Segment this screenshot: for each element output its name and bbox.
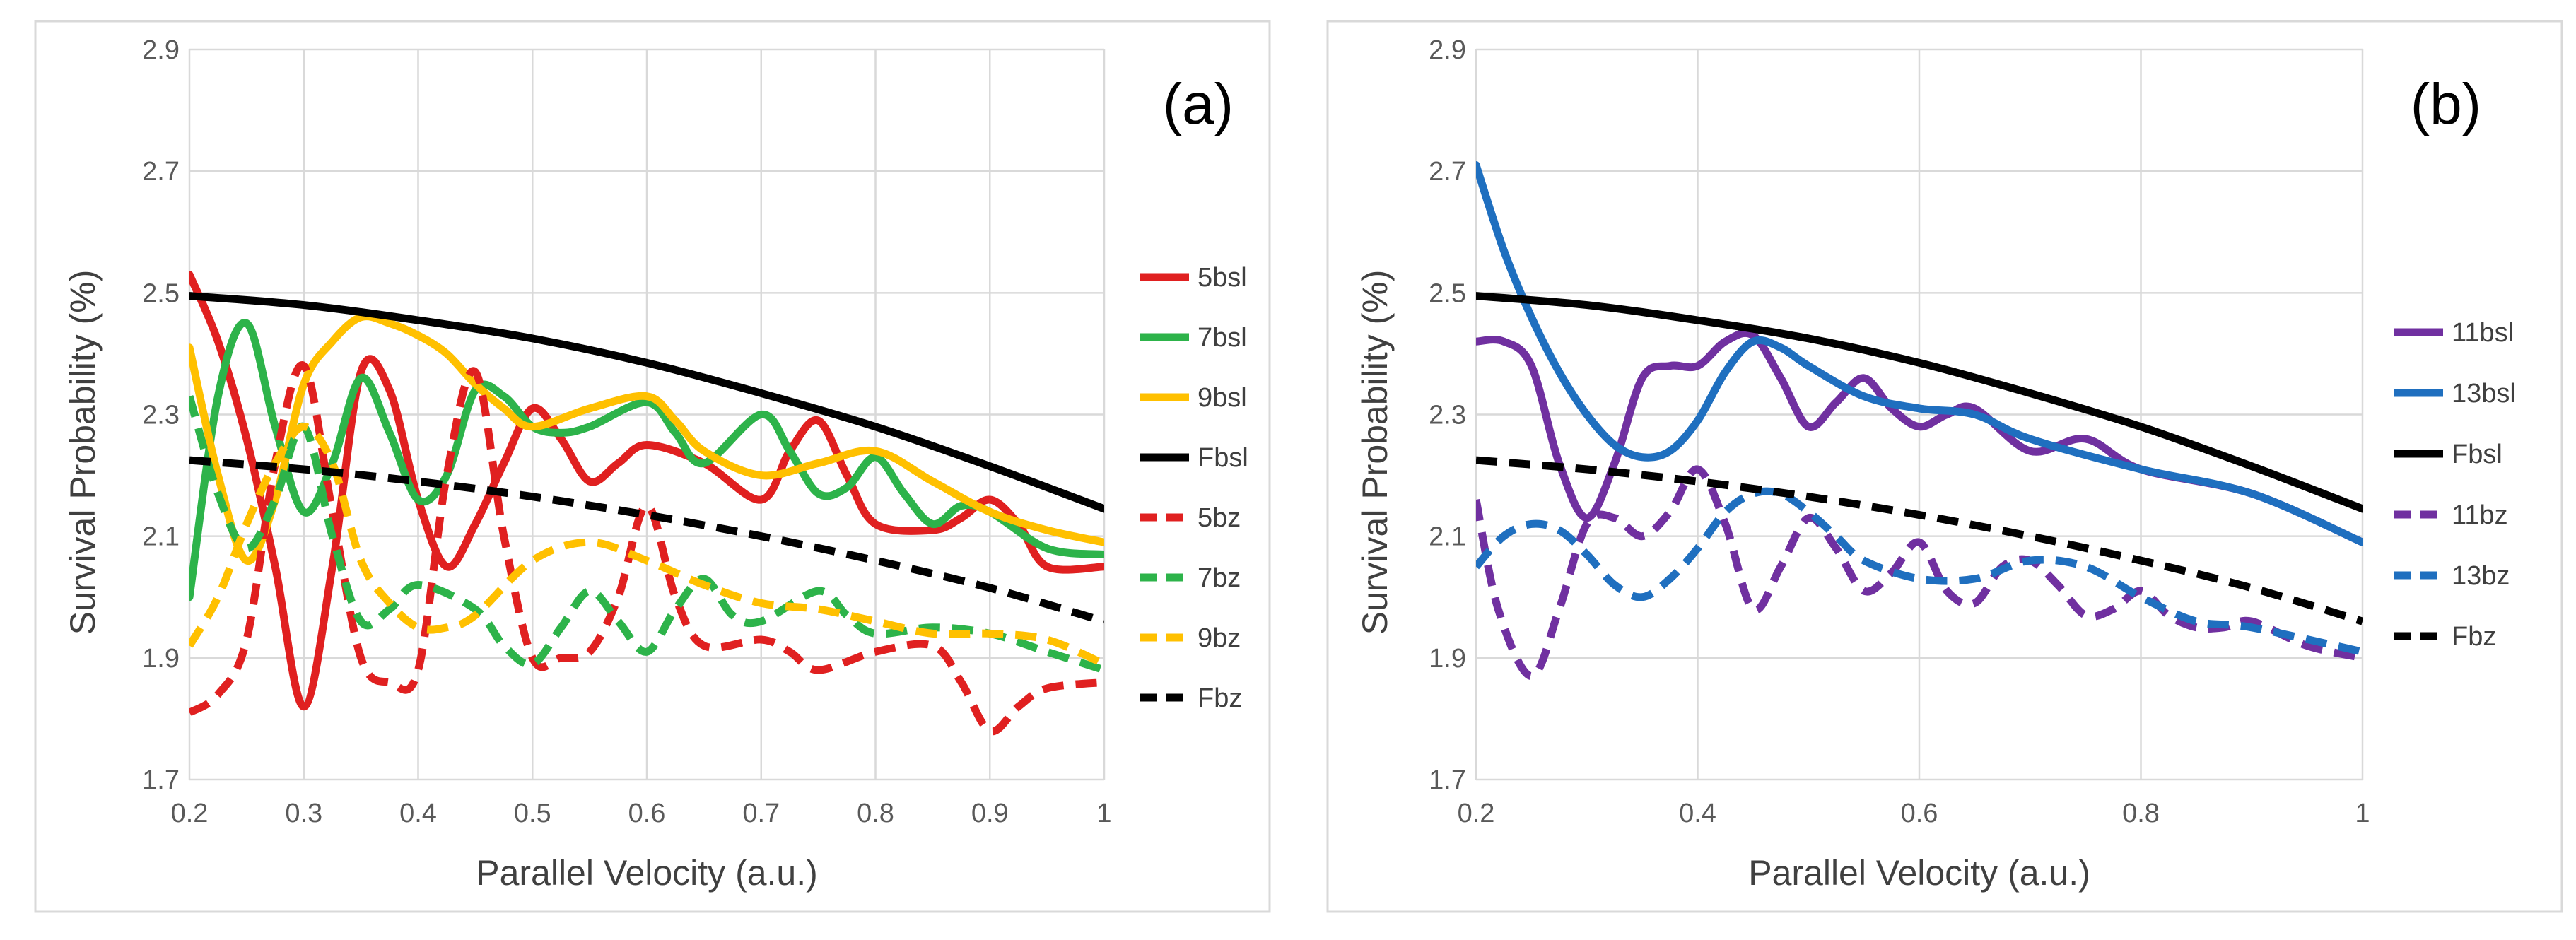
panel-b-gridlines: [1475, 48, 2364, 781]
panel-a-x-tick-label: 0.7: [742, 799, 780, 828]
panel-b-x-tick-label: 1: [2355, 799, 2370, 828]
panel-b-y-tick-label: 2.1: [1429, 522, 1466, 552]
panel-b-frame: [1326, 20, 2563, 913]
panel-a-x-tick-label: 1: [1096, 799, 1111, 828]
legend-label-Fbsl: Fbsl: [2452, 440, 2502, 469]
panel-b-x-tick-label: 0.2: [1458, 799, 1495, 828]
panel-a-frame: [34, 20, 1271, 913]
panel-a-y-tick-label: 2.1: [142, 522, 180, 552]
legend-label-7bz: 7bz: [1198, 563, 1241, 593]
panel-a-y-tick-labels: 1.7 1.9 2.1 2.3 2.5 2.7 2.9: [142, 35, 180, 795]
legend-label-5bsl: 5bsl: [1198, 263, 1247, 293]
panel-a-x-tick-label: 0.9: [971, 799, 1009, 828]
series-line-Fbsl: [189, 292, 1104, 513]
panel-a-y-tick-label: 2.7: [142, 157, 180, 187]
panel-a-x-tick-label: 0.6: [628, 799, 666, 828]
panel-a-x-axis-title: Parallel Velocity (a.u.): [476, 853, 818, 893]
legend-label-11bz: 11bz: [2452, 500, 2508, 530]
panel-b: 1.7 1.9 2.1 2.3 2.5 2.7 2.9 0.2 0.4 0.6 0.8 1 Para…: [1326, 20, 2563, 913]
series-line-11bsl: [1476, 329, 2363, 546]
panel-a-x-tick-label: 0.4: [399, 799, 437, 828]
series-line-Fbz: [189, 456, 1104, 625]
panel-a-y-tick-label: 2.3: [142, 401, 180, 430]
panel-a-y-tick-label: 1.7: [142, 765, 180, 795]
series-line-13bz: [1476, 487, 2363, 656]
panel-b-y-tick-label: 2.5: [1429, 278, 1466, 308]
legend-label-13bsl: 13bsl: [2452, 379, 2516, 409]
panel-b-x-tick-labels: 0.2 0.4 0.6 0.8 1: [1458, 799, 2370, 828]
panel-a-x-tick-label: 0.5: [514, 799, 551, 828]
legend-label-Fbz: Fbz: [1198, 683, 1242, 713]
panel-a-x-tick-label: 0.8: [857, 799, 894, 828]
legend-label-9bz: 9bz: [1198, 623, 1241, 653]
panel-b-x-tick-label: 0.6: [1901, 799, 1938, 828]
panel-a-x-tick-label: 0.2: [171, 799, 209, 828]
panel-b-y-tick-labels: 1.7 1.9 2.1 2.3 2.5 2.7 2.9: [1429, 35, 1466, 795]
panel-b-y-tick-label: 2.9: [1429, 35, 1466, 65]
legend-label-9bsl: 9bsl: [1198, 383, 1247, 413]
panel-a-y-tick-label: 2.9: [142, 35, 180, 65]
panel-b-y-tick-label: 2.7: [1429, 157, 1466, 187]
panel-a-y-tick-label: 1.9: [142, 644, 180, 674]
panel-b-y-axis-title: Survival Probability (%): [1355, 270, 1395, 635]
series-line-Fbz: [1476, 456, 2363, 625]
legend-label-11bsl: 11bsl: [2452, 318, 2514, 348]
panel-a: 1.7 1.9 2.1 2.3 2.5 2.7 2.9 0.2 0.3 0.4 0.5 0.6 0.7…: [34, 20, 1271, 913]
legend-label-Fbz: Fbz: [2452, 622, 2496, 652]
legend-label-Fbsl: Fbsl: [1198, 443, 1248, 473]
panel-b-series: [1476, 161, 2363, 681]
panel-a-y-axis-title: Survival Probability (%): [63, 270, 103, 635]
panel-a-legend: 5bsl 7bsl 9bsl Fbsl 5bz 7bz 9bz Fbz: [1140, 263, 1248, 713]
panel-b-x-tick-label: 0.8: [2122, 799, 2160, 828]
panel-b-x-tick-label: 0.4: [1679, 799, 1716, 828]
legend-label-13bz: 13bz: [2452, 561, 2510, 591]
panel-b-y-tick-label: 2.3: [1429, 401, 1466, 430]
panel-b-y-tick-label: 1.7: [1429, 765, 1466, 795]
panel-a-y-tick-label: 2.5: [142, 278, 180, 308]
panel-b-legend: 11bsl 13bsl Fbsl 11bz 13bz Fbz: [2394, 318, 2516, 652]
series-line-7bsl: [189, 319, 1104, 601]
series-line-5bz: [189, 361, 1104, 736]
panel-b-x-axis-title: Parallel Velocity (a.u.): [1748, 853, 2090, 893]
panel-a-label: (a): [1163, 72, 1234, 136]
panel-a-x-tick-labels: 0.2 0.3 0.4 0.5 0.6 0.7 0.8 0.9 1: [171, 799, 1112, 828]
panel-a-series: [189, 271, 1104, 736]
series-line-9bsl: [189, 312, 1104, 565]
series-line-9bz: [189, 423, 1104, 668]
legend-label-7bsl: 7bsl: [1198, 323, 1247, 353]
legend-label-5bz: 5bz: [1198, 503, 1241, 533]
series-line-13bsl: [1476, 161, 2363, 546]
panel-b-label: (b): [2411, 72, 2481, 136]
series-line-Fbsl: [1476, 292, 2363, 513]
panel-a-x-tick-label: 0.3: [285, 799, 322, 828]
series-line-5bsl: [189, 271, 1104, 711]
panel-b-y-tick-label: 1.9: [1429, 644, 1466, 674]
